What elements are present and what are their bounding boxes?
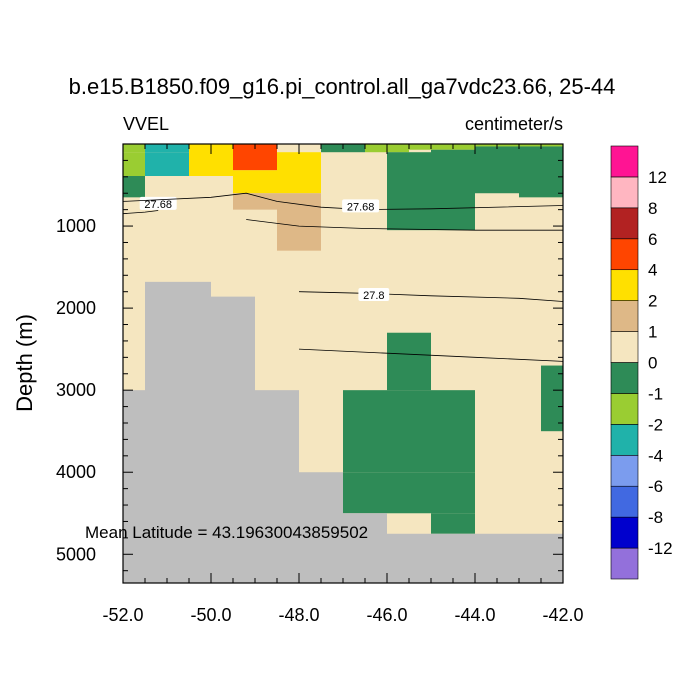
axes-layer: -52.0 -50.0 -48.0 -46.0 -44.0 -42.0 1000 2000 30… [56, 144, 584, 625]
contour-line [246, 219, 563, 231]
colorbar-swatch [610, 393, 639, 425]
colorbar-swatch [610, 516, 639, 549]
colorbar-swatch [610, 547, 639, 580]
x-tick-label: -50.0 [190, 605, 231, 625]
land-mask-cell [299, 472, 343, 583]
contour-label-box [342, 199, 380, 213]
colorbar-label: -12 [648, 539, 673, 558]
y-tick-label: 1000 [56, 216, 96, 236]
contour-layer: 27.68 27.68 27.8 [122, 192, 564, 362]
land-mask-cell [145, 281, 211, 583]
colorbar-label: -8 [648, 508, 663, 527]
y-tick-label: 4000 [56, 462, 96, 482]
colorbar-swatch [610, 454, 639, 487]
variable-label: VVEL [123, 114, 169, 134]
contour-label: 27.8 [363, 290, 384, 302]
data-cell [123, 144, 145, 153]
colorbar-swatch [610, 331, 639, 363]
colorbar-label: -6 [648, 477, 663, 496]
contour-label: 27.68 [347, 201, 375, 213]
data-cell [475, 146, 519, 194]
x-tick-label: -42.0 [542, 605, 583, 625]
colorbar-label: 4 [648, 261, 657, 280]
data-cell [123, 152, 145, 177]
x-tick-label: -46.0 [366, 605, 407, 625]
colorbar-swatch [610, 207, 639, 240]
x-tick-label: -48.0 [278, 605, 319, 625]
land-mask-cell [255, 390, 299, 583]
x-tick-label: -52.0 [102, 605, 143, 625]
data-cell [277, 152, 321, 194]
contour-label-box [358, 287, 390, 301]
data-cell [145, 152, 189, 177]
data-cell [387, 152, 431, 231]
data-cell [431, 149, 475, 231]
y-tick-label: 3000 [56, 380, 96, 400]
colorbar-label: -4 [648, 446, 663, 465]
data-cell [343, 472, 387, 514]
colorbar-swatch [610, 424, 639, 456]
data-cell [541, 365, 563, 432]
data-cell [277, 193, 321, 251]
data-cell [519, 146, 563, 198]
y-tick-label: 5000 [56, 544, 96, 564]
colorbar-label: 12 [648, 168, 667, 187]
data-cell [123, 176, 145, 198]
colorbar-label: 6 [648, 230, 657, 249]
data-cell [431, 472, 475, 514]
y-tick-label: 2000 [56, 298, 96, 318]
data-cell [233, 193, 277, 210]
colorbar-label: 1 [648, 323, 657, 342]
colorbar-label: 2 [648, 292, 657, 311]
contour-line [298, 291, 564, 302]
colorbar-label: 8 [648, 199, 657, 218]
data-cell [387, 332, 431, 391]
data-cell [387, 472, 431, 514]
colorbar-label: 0 [648, 354, 657, 373]
mean-latitude-annotation: Mean Latitude = 43.19630043859502 [85, 523, 368, 542]
x-tick-label: -44.0 [454, 605, 495, 625]
data-cell [365, 144, 387, 153]
colorbar-swatch [610, 269, 639, 301]
contour-line [298, 348, 564, 362]
data-cell [233, 170, 277, 194]
colorbar-swatch [610, 300, 639, 332]
units-label: centimeter/s [465, 114, 563, 134]
colorbar-swatch [610, 145, 639, 178]
data-cell [431, 513, 475, 534]
colorbar-label: -2 [648, 415, 663, 434]
contour-label: 27.68 [144, 199, 172, 211]
contour-line [122, 192, 564, 211]
data-cell [387, 144, 409, 153]
plot-area: 27.68 27.68 27.8 [122, 144, 564, 583]
colorbar-swatch [610, 485, 639, 518]
y-axis-label: Depth (m) [12, 314, 37, 412]
data-cell [409, 144, 475, 150]
contour-line [122, 210, 159, 215]
chart-title: b.e15.B1850.f09_g16.pi_control.all_ga7vd… [69, 74, 616, 99]
colorbar-swatch [610, 362, 639, 394]
land-mask-cell [343, 513, 387, 583]
colorbar-label: -1 [648, 384, 663, 403]
land-mask-cell [211, 296, 255, 583]
data-cell [343, 390, 475, 473]
colorbar-swatch [610, 176, 639, 209]
colorbar-swatch [610, 238, 639, 271]
